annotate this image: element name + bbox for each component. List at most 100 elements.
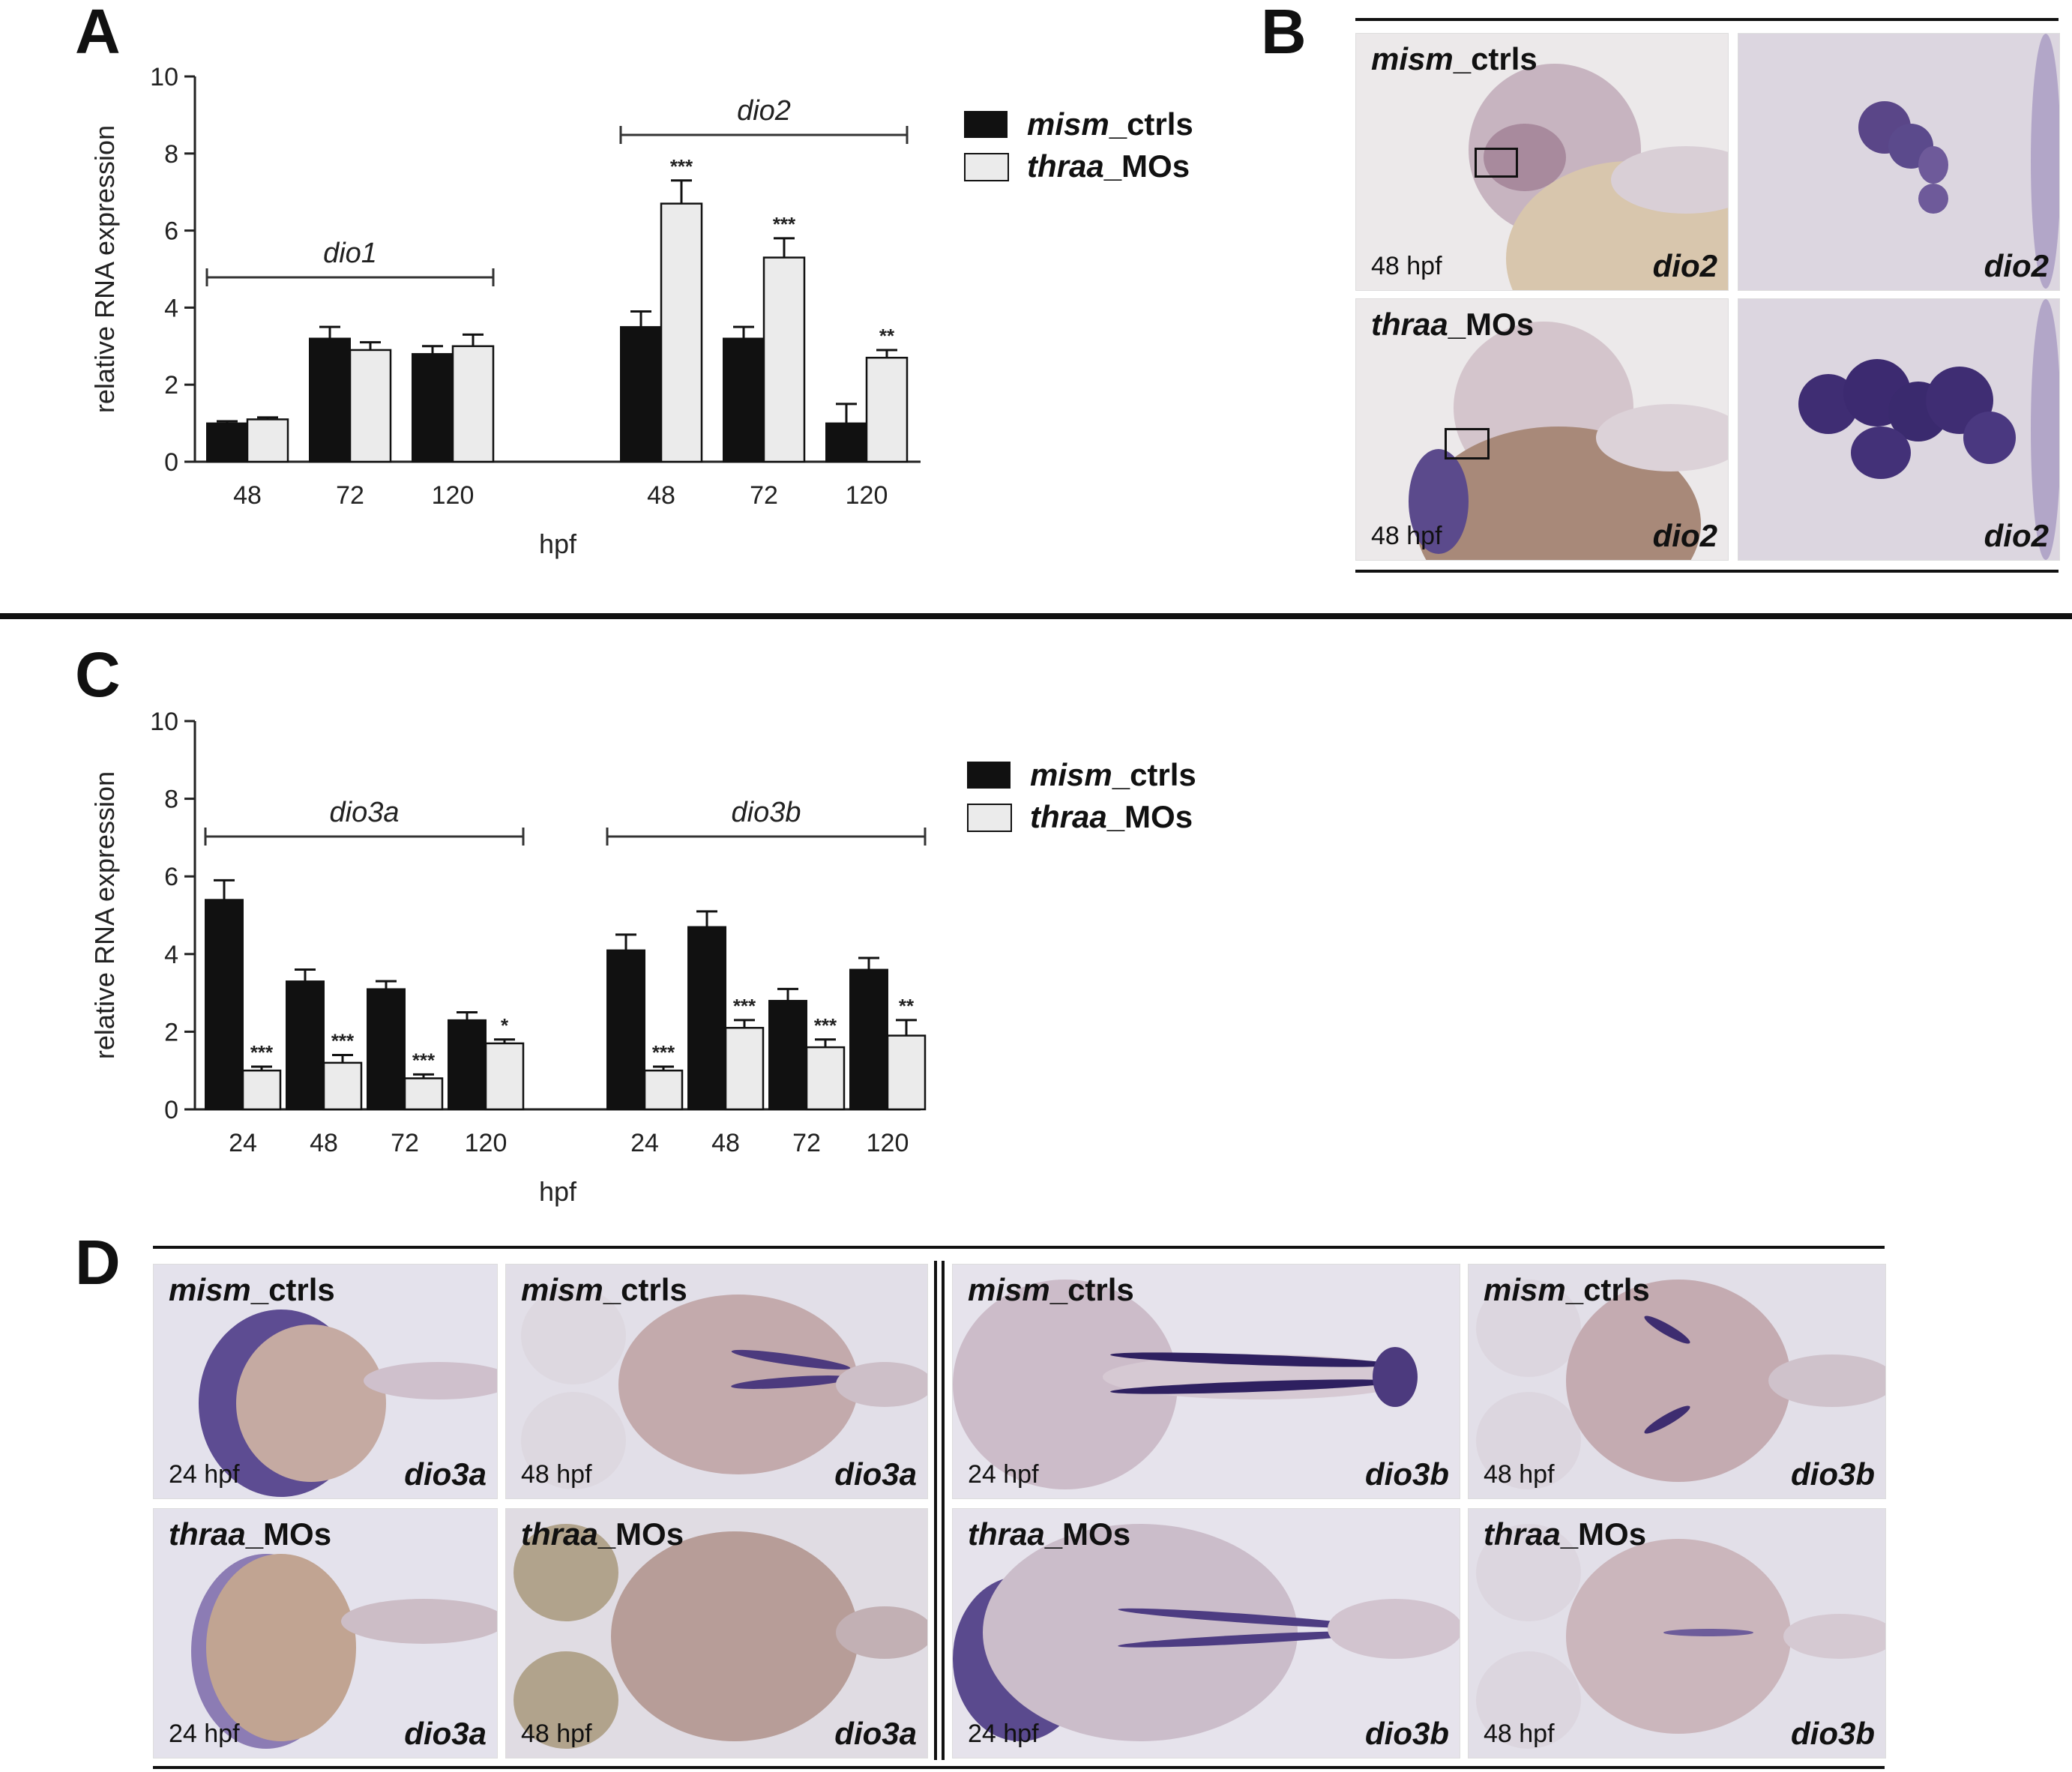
y-tick-label: 10 [150,708,178,736]
stage-label: 24 hpf [968,1720,1039,1748]
tissue-shape [514,1524,618,1621]
group-label: dio1 [323,238,377,269]
bar-ctrl [825,422,867,463]
region-of-interest-box [1475,148,1518,178]
condition-label-italic: thraa [169,1516,246,1552]
tissue-shape [1663,1629,1753,1636]
condition-label-suffix: _ctrls [1453,41,1538,76]
tissue-shape [1484,124,1566,191]
gene-label: dio3a [404,1716,487,1751]
tissue-shape [1611,146,1728,214]
tissue-shape [611,1531,858,1741]
panel-d-top-rule [153,1246,1885,1249]
tissue-shape [1783,1614,1885,1659]
tissue-shape [1768,1354,1885,1407]
panel-letter-b: B [1261,0,1307,67]
tissue-shape [1409,449,1469,554]
tissue-shape [1476,1524,1581,1621]
gene-label: dio3b [1791,1716,1875,1751]
micrograph: thraa_MOs 24 hpf dio3b [952,1508,1460,1759]
tissue-shape [983,1524,1298,1741]
gene-label: dio2 [1984,518,2049,553]
condition-label: thraa_MOs [169,1516,331,1552]
gene-label: dio2 [1652,248,1717,283]
micrograph: mism_ctrls 48 hpf dio2 [1355,33,1729,291]
bar-ctrl [286,980,325,1110]
bar-ctrl [849,968,888,1110]
bar-ctrl [205,899,244,1110]
condition-label: mism_ctrls [968,1272,1134,1308]
micrograph: thraa_MOs 48 hpf dio3b [1468,1508,1886,1759]
condition-label-italic: mism [1371,41,1454,76]
y-tick-label: 6 [164,217,178,246]
significance-label: *** [412,1049,436,1071]
tissue-shape [1596,404,1728,471]
panel-d-divider-left [934,1261,937,1760]
condition-label-italic: thraa [968,1516,1045,1552]
stage-label: 48 hpf [1371,522,1442,550]
bar-mo [724,1026,765,1111]
y-tick-label: 8 [164,786,178,814]
group-label: dio2 [737,95,791,127]
stage-label: 48 hpf [1484,1460,1555,1489]
tissue-shape [1851,427,1911,479]
legend-label-ctrl: mism_ctrls [1030,757,1196,792]
bar-mo [322,1061,363,1111]
micrograph: thraa_MOs 24 hpf dio3a [153,1508,498,1759]
micrograph: mism_ctrls 48 hpf dio3b [1468,1264,1886,1499]
tissue-shape [1476,1392,1581,1489]
condition-label-italic: thraa [521,1516,598,1552]
y-tick-label: 10 [150,63,178,91]
significance-label: *** [652,1041,675,1064]
group-label: dio3b [732,797,801,828]
condition-label-suffix: _MOs [597,1516,684,1552]
gene-label: dio3a [834,1456,917,1492]
micrograph: dio2 [1738,33,2060,291]
x-tick-label: 24 [630,1129,659,1157]
x-tick-label: 72 [336,481,364,510]
bar-ctrl [367,988,406,1111]
y-tick-label: 2 [164,371,178,400]
bar-ctrl [606,949,645,1110]
panel-b-top-rule [1355,18,2059,21]
bar-ctrl [768,999,807,1110]
x-tick-label: 48 [233,481,262,510]
y-tick-label: 0 [164,1096,178,1124]
condition-label-italic: mism [1484,1272,1566,1307]
x-tick-label: 48 [647,481,675,510]
condition-label: thraa_MOs [1484,1516,1646,1552]
legend-label-ctrl: mism_ctrls [1027,106,1193,142]
tissue-shape [836,1362,927,1407]
bar-mo [865,356,909,463]
stage-label: 48 hpf [1484,1720,1555,1748]
x-tick-label: 72 [391,1129,419,1157]
micrograph: thraa_MOs 48 hpf dio3a [505,1508,928,1759]
condition-label-suffix: _MOs [245,1516,332,1552]
significance-label: *** [773,213,796,235]
gene-label: dio3b [1791,1456,1875,1492]
tissue-shape [1963,412,2016,464]
bar-ctrl [206,422,248,463]
legend-label-mo: thraa_MOs [1027,148,1190,184]
group-label: dio3a [330,797,400,828]
tissue-shape [521,1392,626,1489]
bar-mo [349,349,392,463]
legend-swatch-mo [964,153,1009,181]
condition-label-suffix: _MOs [1044,1516,1131,1552]
stage-label: 24 hpf [968,1460,1039,1489]
tissue-shape [1918,146,1948,184]
x-tick-label: 48 [310,1129,338,1157]
tissue-shape [836,1606,927,1659]
condition-label-suffix: _ctrls [603,1272,687,1307]
x-axis-label: hpf [539,528,577,559]
panel-letter-c: C [75,639,121,710]
x-axis-label: hpf [539,1176,577,1207]
x-tick-label: 120 [432,481,475,510]
y-axis-label: relative RNA expression [89,125,120,413]
region-of-interest-box [1445,428,1490,459]
bar-ctrl [687,926,726,1111]
stage-label: 48 hpf [521,1460,592,1489]
condition-label-suffix: _ctrls [250,1272,335,1307]
legend-swatch-mo [967,804,1012,832]
significance-label: *** [733,995,756,1017]
